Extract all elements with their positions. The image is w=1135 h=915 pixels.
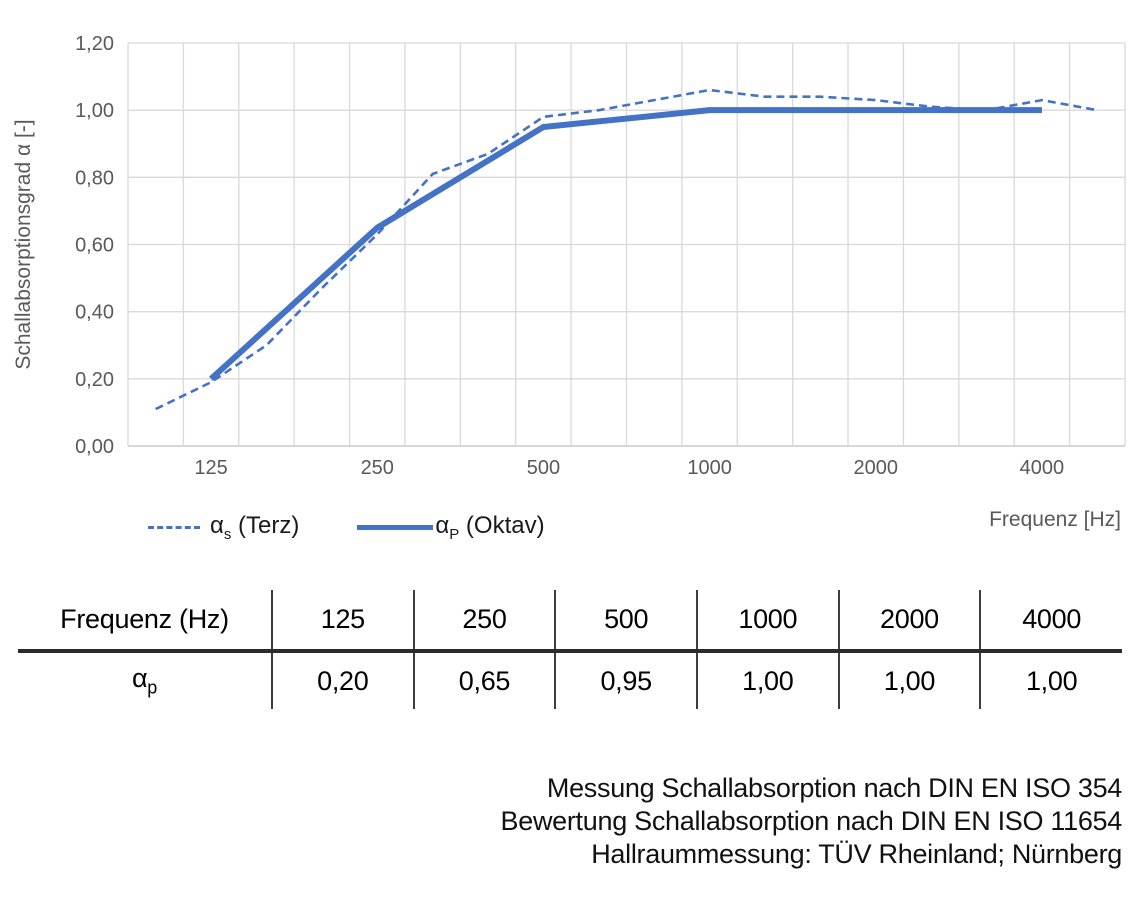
- legend-item-terz: αs (Terz): [148, 512, 299, 543]
- svg-text:1,20: 1,20: [75, 33, 114, 55]
- measurement-notes: Messung Schallabsorption nach DIN EN ISO…: [0, 772, 1123, 871]
- svg-text:1,00: 1,00: [75, 100, 114, 122]
- svg-text:0,00: 0,00: [75, 436, 114, 458]
- svg-text:500: 500: [527, 457, 560, 479]
- table-value-row: αp 0,20 0,65 0,95 1,00 1,00 1,00: [18, 651, 1122, 709]
- svg-text:0,20: 0,20: [75, 369, 114, 391]
- table-header-125: 125: [271, 590, 414, 653]
- svg-text:0,80: 0,80: [75, 167, 114, 189]
- svg-text:250: 250: [361, 457, 394, 479]
- svg-text:125: 125: [194, 457, 227, 479]
- svg-text:0,60: 0,60: [75, 235, 114, 257]
- svg-text:0,40: 0,40: [75, 302, 114, 324]
- table-value-500: 0,95: [554, 651, 697, 709]
- svg-text:4000: 4000: [1020, 457, 1065, 479]
- table-value-250: 0,65: [412, 651, 556, 709]
- table-value-4000: 1,00: [979, 651, 1122, 709]
- table-header-2000: 2000: [837, 590, 981, 653]
- chart-legend: αs (Terz) αP (Oktav): [148, 512, 545, 543]
- table-row-label-alpha-p: αp: [131, 663, 158, 698]
- table-value-2000: 1,00: [837, 651, 981, 709]
- dashed-line-sample: [148, 525, 200, 529]
- x-axis-title: Frequenz [Hz]: [989, 508, 1121, 531]
- table-header-1000: 1000: [695, 590, 839, 653]
- note-line-1: Messung Schallabsorption nach DIN EN ISO…: [546, 773, 1122, 803]
- table-value-1000: 1,00: [695, 651, 839, 709]
- legend-label-terz: αs (Terz): [210, 512, 300, 543]
- solid-line-sample: [357, 524, 434, 530]
- absorption-value-table: Frequenz (Hz) 125 250 500 1000 2000 4000…: [18, 590, 1122, 709]
- svg-text:2000: 2000: [854, 457, 899, 479]
- absorption-line-chart: 0,00 0,20 0,40 0,60 0,80 1,00 1,20 125 250 500 100…: [12, 33, 1126, 479]
- table-header-4000: 4000: [979, 590, 1122, 653]
- table-header-frequency: Frequenz (Hz): [18, 590, 272, 653]
- table-header-500: 500: [554, 590, 697, 653]
- table-header-250: 250: [412, 590, 556, 653]
- table-value-125: 0,20: [271, 651, 414, 709]
- note-line-3: Hallraummessung: TÜV Rheinland; Nürnberg: [591, 839, 1122, 869]
- legend-label-oktav: αP (Oktav): [435, 512, 545, 543]
- legend-item-oktav: αP (Oktav): [357, 512, 545, 543]
- table-header-row: Frequenz (Hz) 125 250 500 1000 2000 4000: [18, 590, 1122, 653]
- note-line-2: Bewertung Schallabsorption nach DIN EN I…: [500, 806, 1123, 836]
- svg-text:1000: 1000: [687, 457, 732, 479]
- svg-text:Schallabsorptionsgrad α [-]: Schallabsorptionsgrad α [-]: [12, 119, 35, 369]
